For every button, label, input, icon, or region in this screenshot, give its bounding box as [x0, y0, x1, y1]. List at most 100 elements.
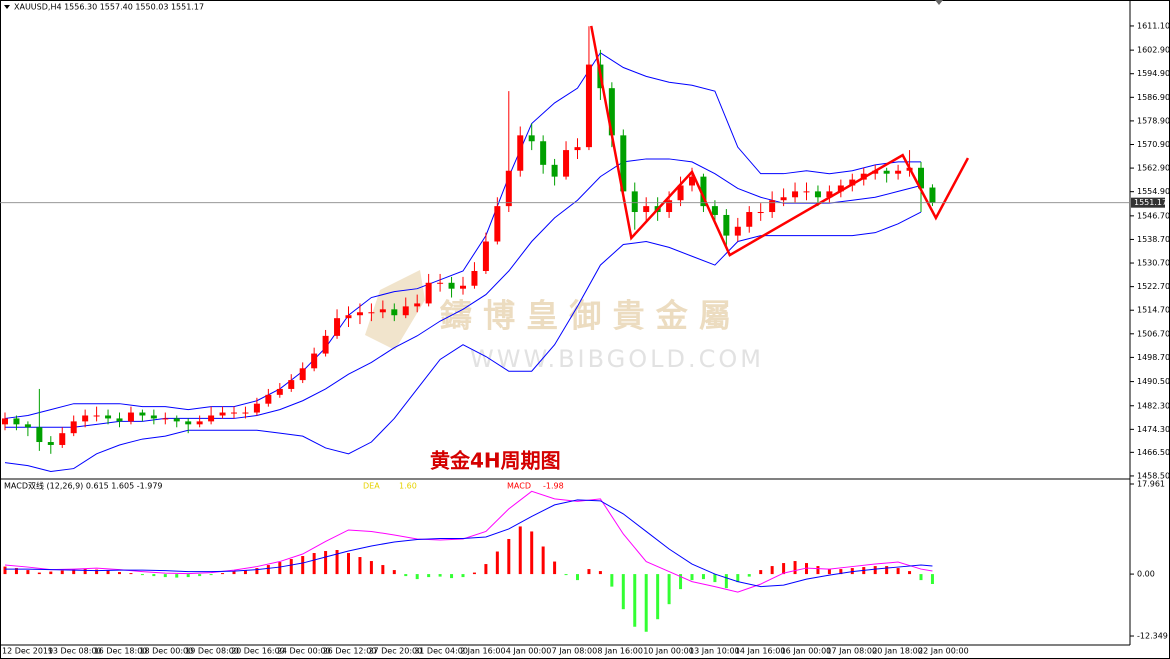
y-tick-label: 1586.90: [1137, 93, 1170, 102]
candle-body: [139, 412, 146, 416]
watermark-url: WWW.BIBGOLD.COM: [470, 345, 764, 373]
x-tick-label: 20 Dec 16:00: [231, 647, 285, 656]
menu-arrow: [4, 5, 10, 9]
candle-body: [322, 335, 329, 354]
candle-body: [116, 418, 123, 422]
candle-body: [551, 164, 558, 177]
x-tick-label: 7 Jan 08:00: [552, 647, 598, 656]
candle-body: [105, 415, 112, 419]
candle-body: [471, 270, 478, 286]
candle-body: [345, 315, 352, 319]
candle-body: [47, 442, 54, 445]
candle-body: [803, 191, 810, 193]
candle-body: [265, 394, 272, 404]
legend-value: -1.98: [543, 482, 564, 491]
candle-body: [402, 306, 409, 316]
candle-body: [666, 200, 673, 213]
candle-body: [460, 285, 466, 289]
candle-body: [276, 388, 283, 395]
candle-body: [895, 170, 902, 174]
macd-line: [4, 490, 933, 593]
candle-body: [757, 212, 764, 214]
annotation: 黄金4H周期图: [430, 449, 561, 473]
candle-body: [391, 309, 398, 316]
y-tick-label: 1474.30: [1137, 425, 1170, 434]
candle-body: [769, 200, 776, 213]
candle-body: [849, 179, 856, 186]
candle-body: [700, 176, 707, 207]
y-tick-label: 1482.30: [1137, 401, 1170, 410]
candle-body: [196, 421, 203, 425]
candle-body: [356, 312, 363, 316]
candle-body: [82, 415, 89, 422]
x-tick-label: 20 Jan 18:00: [872, 647, 923, 656]
y-tick-label: 1466.50: [1137, 448, 1170, 457]
candle-body: [494, 206, 501, 242]
candle-body: [631, 191, 638, 213]
y-tick-label: 1611.10: [1137, 21, 1170, 30]
y-tick-label: 0.00: [1137, 570, 1155, 579]
candle-body: [482, 241, 489, 271]
macd-line: [5, 499, 933, 588]
y-tick-label: 1578.90: [1137, 116, 1170, 125]
candle-body: [620, 135, 627, 192]
x-tick-label: 31 Dec 04:00: [414, 647, 468, 656]
bollinger-middle: [5, 158, 922, 428]
candle-body: [437, 282, 444, 284]
candle-body: [59, 433, 66, 445]
candle-body: [448, 282, 455, 289]
y-tick-label: 17.961: [1137, 480, 1165, 489]
x-tick-label: 14 Jan 16:00: [735, 647, 786, 656]
x-tick-label: 16 Jan 00:00: [781, 647, 832, 656]
candle-body: [711, 206, 718, 215]
y-tick-label: 1530.70: [1137, 259, 1170, 268]
panel-title: MACD双线 (12,26,9) 0.615 1.605 -1.979: [4, 481, 163, 491]
candle-body: [689, 176, 695, 186]
candle-body: [242, 412, 249, 414]
candle-body: [208, 415, 215, 422]
x-tick-label: 4 Jan 00:00: [506, 647, 552, 656]
y-tick-label: 1498.70: [1137, 353, 1170, 362]
x-tick-label: 26 Dec 12:00: [323, 647, 377, 656]
shift-marker: [935, 0, 943, 5]
candle-body: [368, 312, 375, 314]
candle-body: [2, 418, 8, 425]
candle-body: [608, 88, 615, 136]
legend-value: 1.60: [399, 482, 417, 491]
y-tick-label: 1458.50: [1137, 471, 1170, 480]
candle-body: [162, 418, 169, 420]
candle-body: [93, 415, 100, 417]
candle-body: [540, 141, 547, 165]
y-tick-label: 1490.50: [1137, 377, 1170, 386]
candle-body: [814, 191, 821, 198]
candle-body: [792, 191, 799, 198]
x-tick-label: 16 Dec 18:00: [94, 647, 148, 656]
candle-body: [734, 226, 741, 236]
chart-title: XAUUSD,H4 1556.30 1557.40 1550.03 1551.1…: [14, 3, 204, 12]
candle-body: [150, 415, 157, 419]
y-tick-label: 1562.90: [1137, 164, 1170, 173]
candle-body: [574, 147, 581, 151]
candle-body: [24, 424, 31, 428]
candle-body: [780, 197, 787, 201]
last-price-label: 1551.17: [1134, 198, 1167, 207]
x-tick-label: 13 Dec 08:00: [48, 647, 102, 656]
x-tick-label: 13 Jan 10:00: [689, 647, 740, 656]
x-tick-label: 24 Dec 00:00: [277, 647, 331, 656]
y-tick-label: 1570.90: [1137, 140, 1170, 149]
y-tick-label: 1538.70: [1137, 235, 1170, 244]
x-tick-label: 12 Dec 2019: [2, 647, 53, 656]
candle-body: [253, 403, 260, 413]
candle-body: [643, 206, 650, 213]
candle-body: [528, 135, 535, 142]
candle-body: [746, 212, 753, 227]
candle-body: [70, 421, 77, 434]
legend-name: DEA: [363, 482, 380, 491]
candle-body: [127, 412, 134, 422]
x-tick-label: 8 Jan 16:00: [597, 647, 643, 656]
candle-body: [837, 185, 844, 192]
bollinger-lower: [4, 211, 922, 473]
candle-body: [723, 214, 730, 236]
y-tick-label: 1522.70: [1137, 282, 1170, 291]
candle-body: [883, 170, 890, 174]
